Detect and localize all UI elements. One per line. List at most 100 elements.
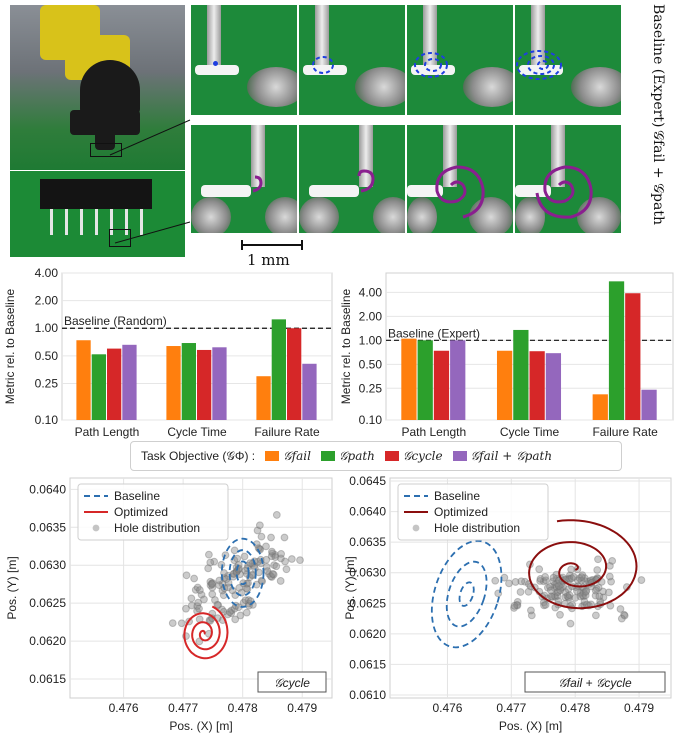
- hole-point: [553, 579, 561, 588]
- bar-1-3: [545, 353, 562, 420]
- hole-point: [527, 606, 535, 615]
- reference-label: Baseline (Random): [64, 314, 167, 328]
- hole-point: [223, 610, 232, 619]
- pcb-zoom-photo: [9, 170, 186, 258]
- hole-point: [576, 588, 585, 597]
- hole-point: [566, 619, 575, 628]
- objective-label: 𝒢fail + 𝒢cycle: [558, 676, 632, 690]
- hole-point: [243, 585, 252, 593]
- hole-point: [510, 604, 518, 612]
- hole-point: [244, 596, 253, 604]
- hole-point: [225, 608, 234, 616]
- hole-point: [214, 601, 223, 610]
- reference-label: Baseline (Expert): [388, 326, 480, 340]
- bar-0-2: [107, 348, 122, 420]
- hole-point: [276, 577, 285, 585]
- baseline-frame-1: [190, 4, 298, 116]
- hole-point: [536, 574, 545, 583]
- hole-point: [565, 591, 574, 600]
- hole-point: [521, 577, 529, 586]
- hole-point: [296, 556, 304, 565]
- hole-point: [552, 583, 561, 591]
- bar-2-3: [302, 363, 317, 420]
- hole-point: [581, 591, 590, 600]
- y-tick-label: 0.0625: [349, 596, 386, 610]
- hole-point: [262, 562, 271, 571]
- x-tick-label: 0.477: [496, 701, 526, 715]
- hole-point: [206, 577, 215, 586]
- hole-point: [208, 583, 217, 592]
- x-tick-label: Failure Rate: [592, 425, 658, 439]
- hole-point: [242, 608, 251, 617]
- hole-point: [193, 602, 202, 611]
- hole-point: [550, 584, 559, 593]
- legend-baseline-label: Baseline: [114, 489, 160, 503]
- x-tick-label: 0.478: [560, 701, 590, 715]
- hole-point: [277, 549, 286, 558]
- legend-optimized-label: Optimized: [114, 505, 168, 519]
- x-tick-label: 0.479: [624, 701, 654, 715]
- hole-point: [551, 593, 560, 601]
- hole-point: [541, 572, 550, 581]
- hole-point: [559, 583, 567, 591]
- hole-point: [513, 597, 522, 606]
- hole-point: [177, 619, 186, 628]
- hole-point: [564, 593, 573, 602]
- bar-0-2: [433, 350, 450, 420]
- hole-point: [197, 590, 206, 599]
- bar-1-1: [181, 343, 196, 420]
- hole-point: [549, 577, 558, 586]
- y-tick-label: 1.00: [35, 321, 59, 335]
- y-tick-label: 0.10: [359, 413, 383, 427]
- bar-1-3: [212, 347, 227, 420]
- hole-point: [554, 587, 563, 596]
- hole-point: [230, 570, 238, 578]
- hole-point: [573, 587, 581, 595]
- x-tick-label: Cycle Time: [167, 425, 227, 439]
- hole-point: [227, 609, 236, 618]
- hole-point: [541, 576, 550, 585]
- hole-point: [257, 532, 266, 541]
- hole-point: [206, 581, 215, 590]
- scatter-legend: [77, 483, 229, 541]
- hole-point: [546, 586, 555, 595]
- hole-point: [577, 576, 586, 585]
- zoom-connector-lines: [109, 119, 191, 244]
- hole-point: [168, 619, 177, 628]
- y-axis-label: Metric rel. to Baseline: [339, 288, 353, 404]
- hole-point: [594, 583, 603, 592]
- y-tick-label: 0.0615: [29, 672, 66, 686]
- y-tick-label: 0.25: [359, 381, 383, 395]
- row-label-optimized: 𝒢fail + 𝒢path: [650, 130, 666, 226]
- bar-0-0: [401, 338, 417, 420]
- hole-point: [193, 583, 202, 592]
- hole-point: [236, 570, 244, 579]
- hole-point: [571, 594, 580, 602]
- hole-point: [608, 556, 617, 565]
- legend-baseline-label: Baseline: [434, 489, 480, 503]
- baseline-frame-2: [298, 4, 406, 116]
- hole-point: [617, 614, 626, 623]
- y-tick-label: 0.0620: [29, 634, 66, 648]
- hole-point: [553, 591, 562, 600]
- hole-point: [539, 598, 548, 607]
- objective-label: 𝒢cycle: [274, 676, 310, 690]
- hole-point: [262, 555, 271, 564]
- bar-legend: Task Objective (𝒢Φ) : 𝒢fail 𝒢path 𝒢cycle…: [130, 441, 622, 471]
- y-tick-label: 0.0635: [29, 520, 66, 534]
- hole-point: [578, 591, 587, 600]
- hole-point: [604, 588, 613, 597]
- baseline-path-1: [228, 549, 257, 597]
- hole-point: [578, 571, 587, 580]
- hole-point: [210, 557, 219, 566]
- hole-point: [554, 582, 563, 590]
- hole-point: [206, 616, 215, 625]
- hole-point: [271, 553, 280, 561]
- y-tick-label: 0.0640: [349, 505, 386, 519]
- bar-legend-title: Task Objective (𝒢Φ) :: [141, 448, 256, 463]
- hole-point: [637, 576, 646, 584]
- hole-point: [265, 570, 273, 578]
- y-tick-label: 1.00: [359, 333, 383, 347]
- optimized-path: [183, 605, 229, 660]
- hole-point: [527, 611, 536, 620]
